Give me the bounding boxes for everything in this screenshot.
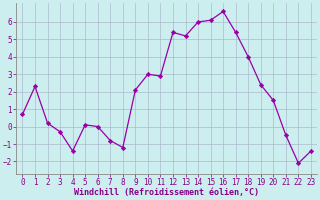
X-axis label: Windchill (Refroidissement éolien,°C): Windchill (Refroidissement éolien,°C): [74, 188, 259, 197]
